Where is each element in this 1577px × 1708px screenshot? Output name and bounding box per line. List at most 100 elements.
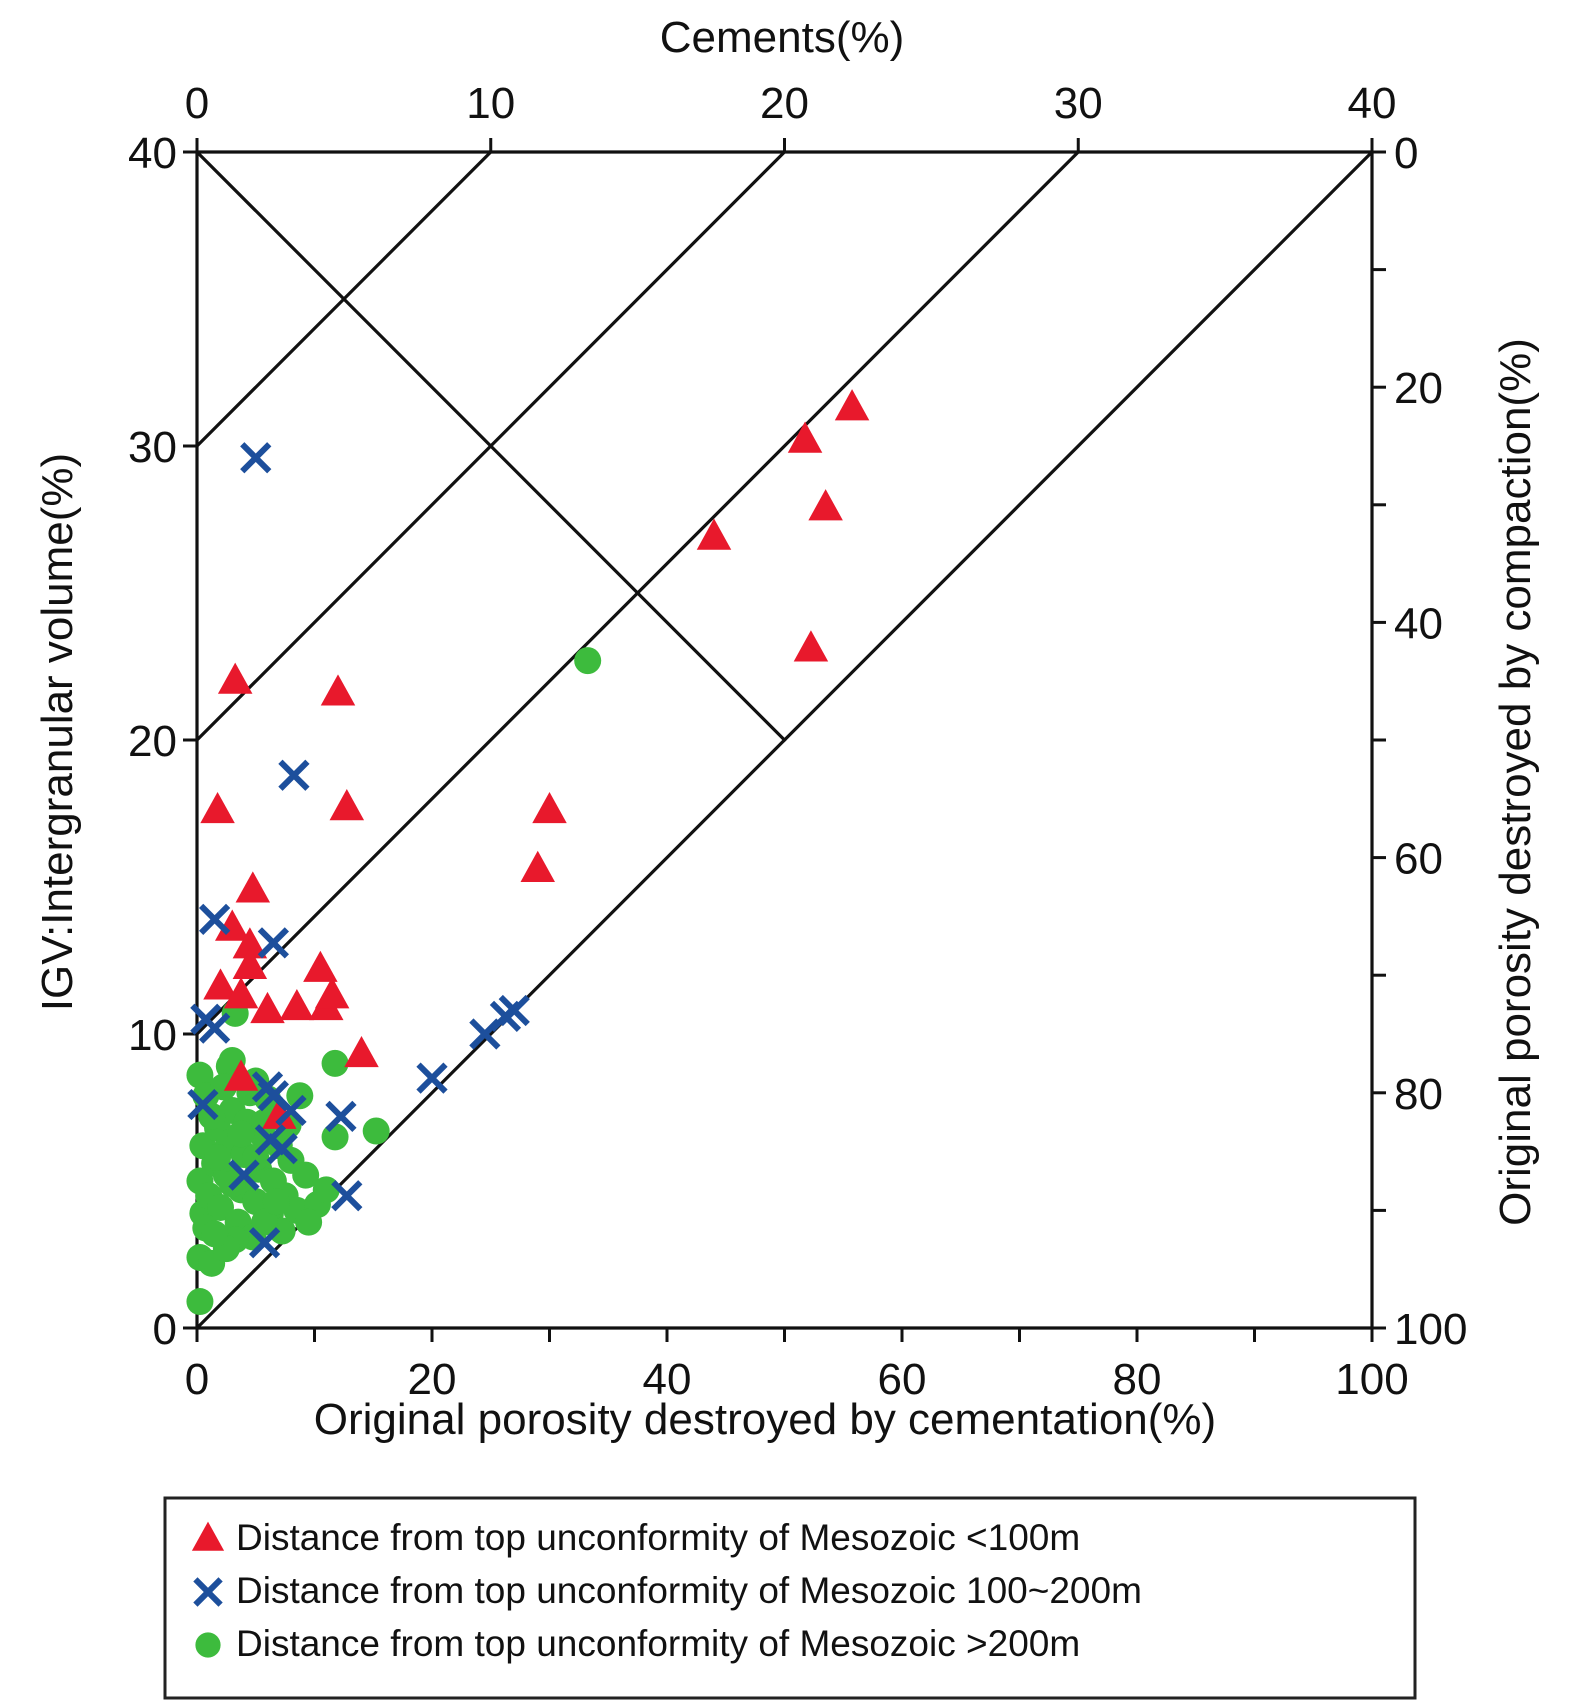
circle-point xyxy=(286,1082,314,1110)
legend: Distance from top unconformity of Mesozo… xyxy=(163,1496,1417,1700)
x-point xyxy=(228,1159,260,1191)
top-axis-title: Cements(%) xyxy=(660,13,905,62)
triangle-point xyxy=(262,1097,297,1129)
x-point-stroke-b xyxy=(187,1088,219,1121)
x-point xyxy=(325,1100,357,1132)
left-axis-title: IGV:Intergranular volume(%) xyxy=(33,453,82,1011)
left-tick-label: 10 xyxy=(128,1011,177,1060)
triangle-point xyxy=(303,950,338,982)
top-tick-label: 20 xyxy=(760,79,809,128)
triangle-point xyxy=(314,977,350,1009)
right-tick-label: 60 xyxy=(1394,835,1443,884)
bottom-tick-label: 80 xyxy=(1113,1355,1162,1404)
triangle-point xyxy=(215,909,250,941)
legend-marker-x xyxy=(193,1577,223,1607)
right-tick-label: 0 xyxy=(1394,129,1418,178)
left-tick-label: 40 xyxy=(128,129,177,178)
x-point xyxy=(266,1133,298,1165)
x-point-stroke-b xyxy=(498,994,530,1027)
circle-point xyxy=(186,1061,214,1089)
bottom-tick-label: 100 xyxy=(1335,1355,1408,1404)
circle-point xyxy=(186,1288,214,1316)
data-points xyxy=(186,389,870,1316)
legend-marker-circle xyxy=(195,1632,221,1658)
x-point-stroke-b xyxy=(266,1133,298,1165)
bottom-tick-label: 40 xyxy=(643,1355,692,1404)
axis-ticks xyxy=(183,138,1386,1342)
triangle-point xyxy=(232,947,268,979)
x-point-stroke-b xyxy=(275,1094,307,1127)
x-point-stroke-b xyxy=(331,1180,363,1212)
reference-line-1 xyxy=(194,149,494,449)
triangle-point xyxy=(320,674,356,706)
circle-point xyxy=(574,647,602,675)
circle-point xyxy=(204,1143,232,1171)
triangle-point xyxy=(696,518,732,550)
x-point-stroke-b xyxy=(325,1100,357,1132)
legend-label-gt200: Distance from top unconformity of Mesozo… xyxy=(236,1623,1080,1664)
triangle-point xyxy=(223,977,259,1009)
triangle-point xyxy=(329,789,365,821)
bottom-axis-title: Original porosity destroyed by cementati… xyxy=(314,1395,1216,1444)
bottom-tick-label: 0 xyxy=(185,1355,209,1404)
x-point xyxy=(331,1180,363,1212)
series-x xyxy=(187,442,530,1259)
triangle-point xyxy=(834,389,870,421)
triangle-point xyxy=(787,421,823,453)
reference-line-2 xyxy=(194,149,787,743)
reference-lines xyxy=(194,149,1375,1331)
circle-point xyxy=(227,1120,255,1148)
triangle-point xyxy=(532,791,567,824)
triangle-point xyxy=(232,927,268,959)
circle-point xyxy=(292,1161,320,1189)
right-axis-title: Original porosity destroyed by compactio… xyxy=(1491,338,1540,1226)
x-point xyxy=(416,1062,448,1094)
left-tick-label: 20 xyxy=(128,717,177,766)
x-point xyxy=(257,927,289,959)
x-point xyxy=(275,1094,307,1127)
x-point-stroke-b xyxy=(228,1159,260,1191)
triangle-point xyxy=(808,489,843,521)
triangle-point xyxy=(250,991,285,1024)
top-tick-label: 10 xyxy=(466,79,515,128)
x-point-stroke-b xyxy=(257,1080,289,1112)
left-tick-label: 30 xyxy=(128,423,177,472)
x-point-stroke-b xyxy=(278,759,310,791)
right-tick-label: 40 xyxy=(1394,599,1443,648)
triangle-point xyxy=(344,1035,379,1068)
legend-label-100-200: Distance from top unconformity of Mesozo… xyxy=(236,1570,1142,1611)
circle-point xyxy=(295,1208,323,1236)
triangle-point xyxy=(520,850,555,882)
left-tick-label: 0 xyxy=(153,1305,177,1354)
x-point-stroke-b xyxy=(248,1227,281,1259)
legend-marker-x-stroke-b xyxy=(193,1577,223,1607)
triangle-point xyxy=(235,871,271,903)
triangle-point xyxy=(279,988,315,1021)
circle-point xyxy=(201,1220,229,1248)
x-point xyxy=(498,994,530,1027)
top-tick-label: 30 xyxy=(1054,79,1103,128)
legend-markers xyxy=(191,1521,225,1658)
legend-marker-triangle xyxy=(191,1521,225,1551)
bottom-tick-label: 60 xyxy=(878,1355,927,1404)
x-point-stroke-b xyxy=(240,442,272,474)
x-point xyxy=(199,903,231,935)
right-tick-label: 100 xyxy=(1394,1305,1467,1354)
top-tick-label: 40 xyxy=(1348,79,1397,128)
x-point xyxy=(240,442,272,474)
x-point xyxy=(187,1088,219,1121)
circle-point xyxy=(362,1117,390,1145)
circle-point xyxy=(251,1208,279,1236)
x-point-stroke-b xyxy=(416,1062,448,1094)
bottom-tick-label: 20 xyxy=(408,1355,457,1404)
reference-line-4 xyxy=(194,149,1375,1331)
series-triangle xyxy=(200,389,870,1129)
x-point xyxy=(199,1012,231,1044)
triangle-point xyxy=(217,662,253,694)
triangle-point xyxy=(793,630,829,662)
right-tick-label: 80 xyxy=(1394,1070,1443,1119)
triangle-point xyxy=(223,1059,259,1091)
x-point xyxy=(248,1227,281,1259)
x-point xyxy=(278,759,310,791)
